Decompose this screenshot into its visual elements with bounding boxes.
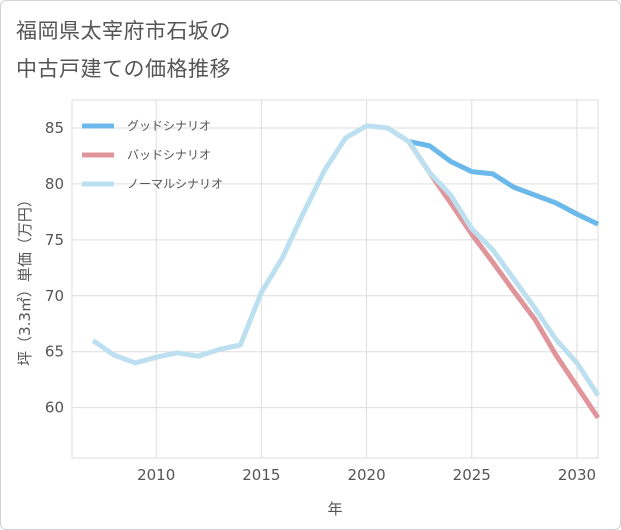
chart-title-line2: 中古戸建ての価格推移 bbox=[16, 57, 231, 81]
legend-label: グッドシナリオ bbox=[127, 119, 211, 133]
x-tick-label: 2020 bbox=[347, 466, 385, 484]
y-tick-label: 60 bbox=[45, 399, 64, 417]
x-tick-label: 2015 bbox=[242, 466, 280, 484]
series-line-0 bbox=[408, 138, 600, 227]
series-lines bbox=[91, 123, 601, 420]
x-tick-label: 2010 bbox=[137, 466, 175, 484]
axes bbox=[71, 99, 599, 459]
y-tick-label: 80 bbox=[45, 175, 64, 193]
y-tick-label: 85 bbox=[45, 119, 64, 137]
legend-label: バッドシナリオ bbox=[127, 148, 211, 162]
chart-title-line1: 福岡県太宰府市石坂の bbox=[16, 19, 231, 43]
x-axis-label: 年 bbox=[327, 500, 342, 518]
legend-label: ノーマルシナリオ bbox=[127, 177, 223, 191]
x-tick-label: 2025 bbox=[453, 466, 491, 484]
series-line-2 bbox=[91, 123, 601, 397]
y-tick-label: 70 bbox=[45, 287, 64, 305]
y-tick-label: 75 bbox=[45, 231, 64, 249]
chart-title: 福岡県太宰府市石坂の 中古戸建ての価格推移 bbox=[16, 12, 231, 88]
x-tick-label: 2030 bbox=[558, 466, 596, 484]
tick-labels: 2010 2015 2020 2025 2030 60 65 70 75 80 85 bbox=[45, 119, 596, 484]
y-tick-label: 65 bbox=[45, 343, 64, 361]
series-line-1 bbox=[406, 139, 601, 420]
y-axis-label: 坪（3.3㎡）単価（万円） bbox=[16, 192, 34, 366]
plot-area bbox=[71, 99, 599, 459]
